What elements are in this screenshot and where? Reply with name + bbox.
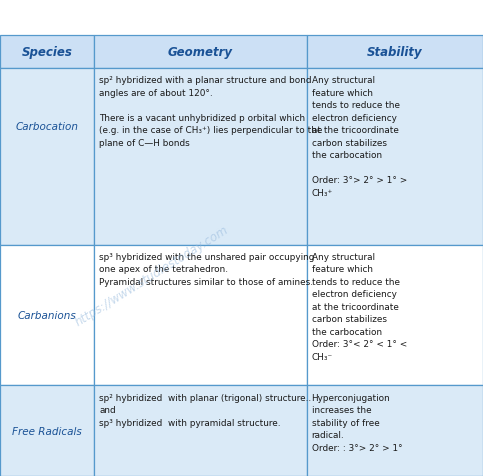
Bar — [0, 386, 94, 476]
Text: Free Radicals: Free Radicals — [12, 426, 82, 436]
Bar — [307, 69, 483, 245]
Text: sp³ hybridized with the unshared pair occupying
one apex of the tetrahedron.
Pyr: sp³ hybridized with the unshared pair oc… — [99, 252, 314, 286]
Text: Hyperconjugation
increases the
stability of free
radical.
Order: : 3°> 2° > 1°: Hyperconjugation increases the stability… — [312, 393, 402, 452]
Bar — [307, 36, 483, 69]
Text: Carbocation: Carbocation — [15, 122, 79, 132]
Bar — [94, 386, 307, 476]
Text: Stability: Stability — [367, 46, 423, 59]
Text: sp² hybridized  with planar (trigonal) structure..
and
sp³ hybridized  with pyra: sp² hybridized with planar (trigonal) st… — [99, 393, 311, 426]
Bar — [0, 36, 94, 69]
Text: Carbanions: Carbanions — [18, 310, 76, 320]
Text: Species: Species — [22, 46, 72, 59]
Bar — [94, 245, 307, 386]
Text: Any structural
feature which
tends to reduce the
electron deficiency
at the tric: Any structural feature which tends to re… — [312, 252, 407, 361]
Bar — [307, 245, 483, 386]
Bar — [94, 69, 307, 245]
Text: Any structural
feature which
tends to reduce the
electron deficiency
at the tric: Any structural feature which tends to re… — [312, 76, 407, 198]
Bar — [94, 36, 307, 69]
Bar — [0, 69, 94, 245]
Text: https://www.studiestoday.com: https://www.studiestoday.com — [72, 223, 230, 329]
Bar — [0, 245, 94, 386]
Bar — [307, 386, 483, 476]
Text: Geometry: Geometry — [168, 46, 233, 59]
Text: sp² hybridized with a planar structure and bond
angles are of about 120°.

There: sp² hybridized with a planar structure a… — [99, 76, 322, 148]
